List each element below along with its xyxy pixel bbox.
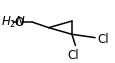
Text: Cl: Cl xyxy=(97,33,108,46)
Text: O: O xyxy=(14,16,24,29)
Text: $H_2N$: $H_2N$ xyxy=(1,15,26,30)
Text: Cl: Cl xyxy=(67,49,78,62)
